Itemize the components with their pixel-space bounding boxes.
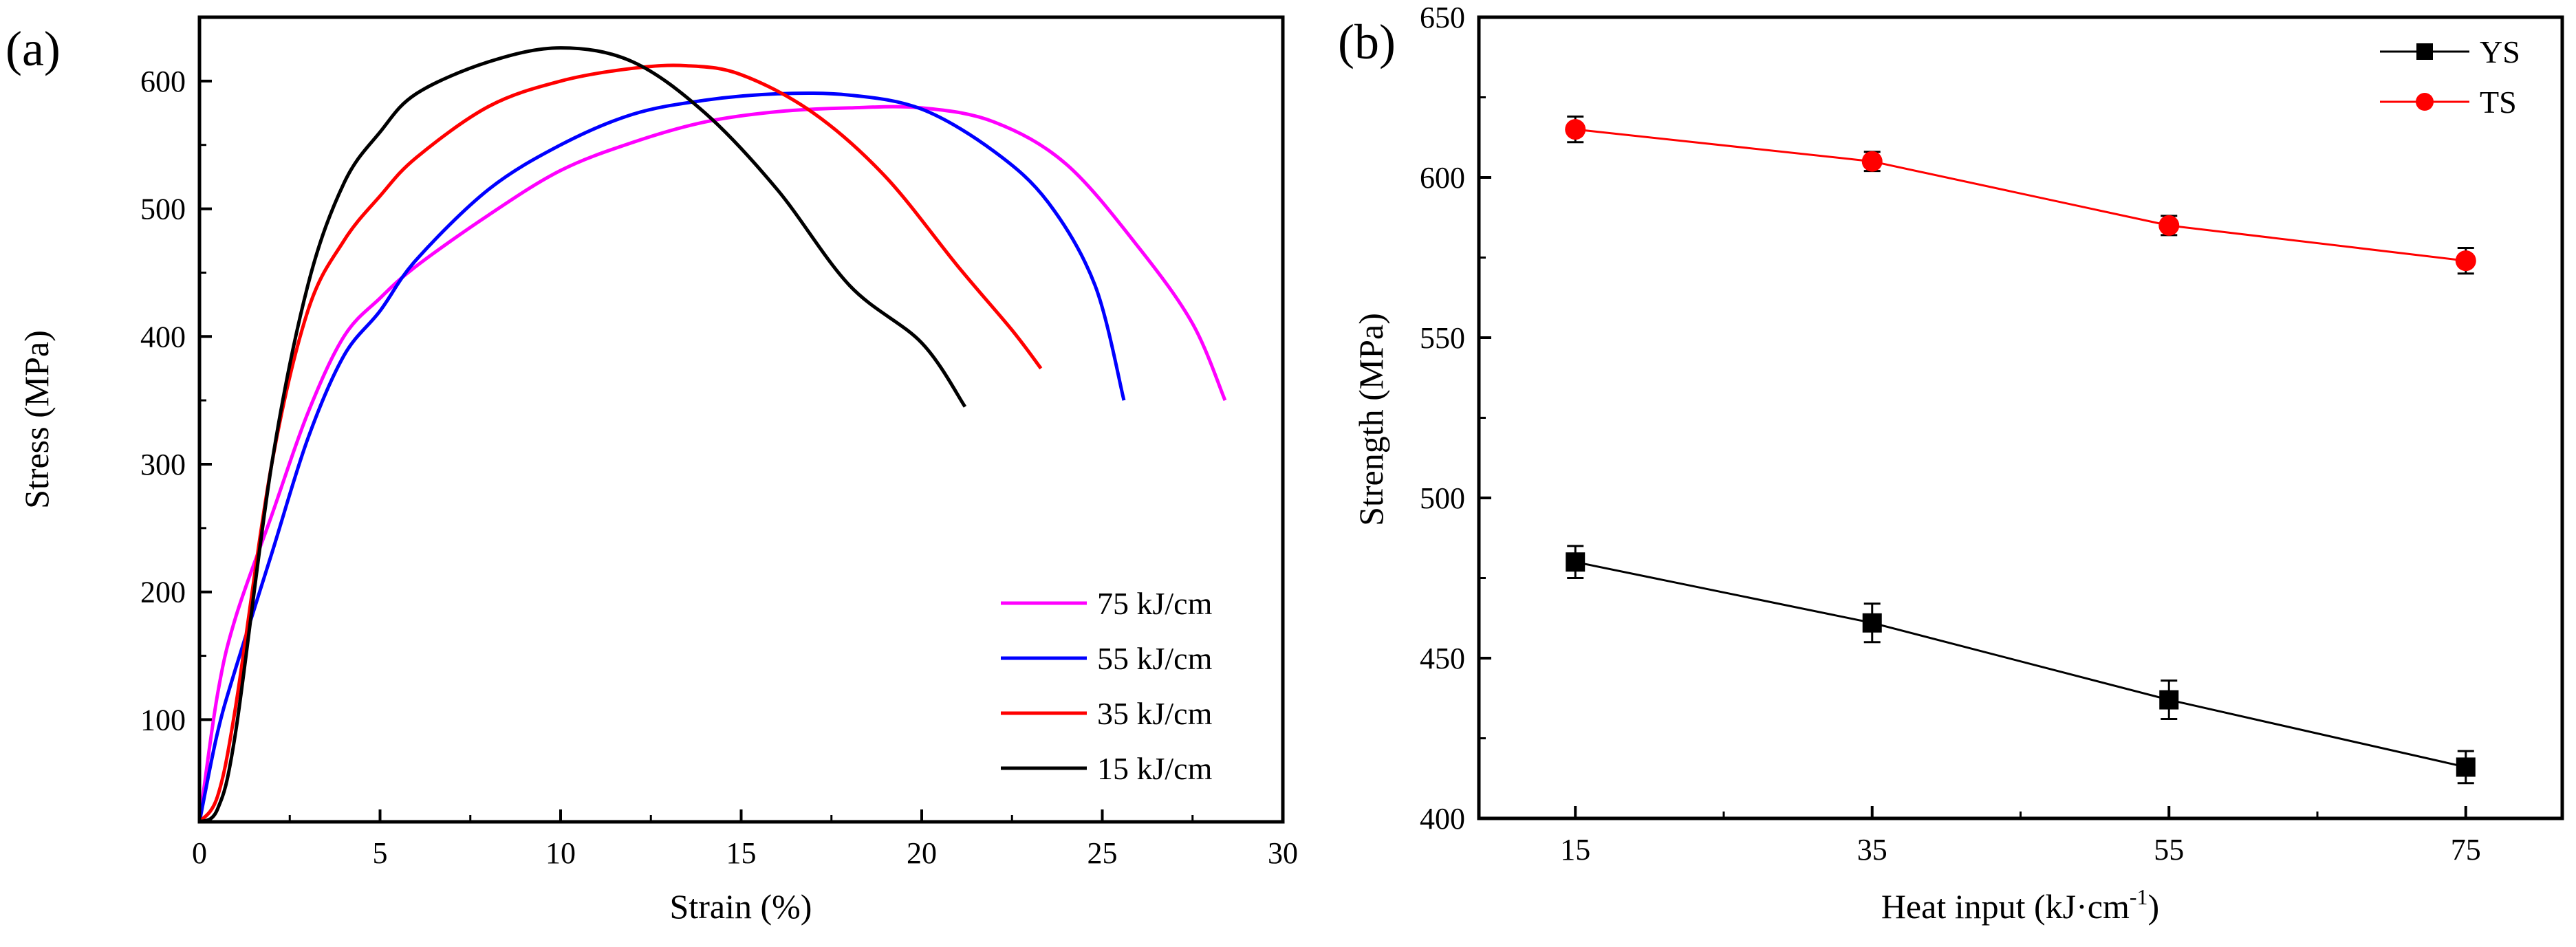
y-tick-label-b: 400: [1420, 802, 1465, 836]
y-tick-label-b: 450: [1420, 642, 1465, 675]
series-line-ts: [1575, 128, 2466, 262]
series-line-15-kj-cm: [198, 46, 967, 824]
y-tick-label-a: 400: [140, 320, 186, 353]
x-tick-label-a: 20: [907, 836, 937, 870]
y-tick-label-b: 550: [1420, 321, 1465, 355]
data-point-ts: [2455, 250, 2476, 272]
series-line-55-kj-cm: [197, 91, 1126, 823]
x-axis-title-b-exponent: -1: [2130, 884, 2148, 909]
x-axis-title-b: Heat input (kJ·cm-1): [1881, 884, 2159, 926]
x-axis-title-b-tail: ): [2148, 887, 2160, 926]
legend-label-ys: YS: [2480, 34, 2520, 69]
y-tick-label-a: 100: [140, 703, 186, 737]
legend-label-15-kj-cm: 15 kJ/cm: [1097, 751, 1213, 786]
legend-a: 75 kJ/cm 55 kJ/cm 35 kJ/cm 15 kJ/cm: [1001, 586, 1213, 786]
legend-label-ts: TS: [2480, 85, 2517, 120]
x-tick-label-b: 35: [1857, 833, 1887, 867]
x-tick-label-a: 0: [192, 836, 207, 870]
plot-b-frame: [1477, 15, 2564, 820]
y-tick-label-b: 600: [1420, 161, 1465, 195]
y-tick-label-a: 200: [140, 576, 186, 609]
series-line-35-kj-cm: [197, 63, 1043, 823]
legend-label-35-kj-cm: 35 kJ/cm: [1097, 696, 1213, 731]
panel-a: (a) 0 5 10 15 20 25 30 100 200 300 400 500 600 Stra…: [6, 15, 1298, 926]
panel-b-label: (b): [1338, 14, 1396, 69]
data-point-ts: [1565, 119, 1586, 140]
series-line-75-kj-cm: [197, 105, 1227, 823]
y-tick-label-a: 600: [140, 65, 186, 98]
y-tick-label-b: 500: [1420, 481, 1465, 515]
plot-a-frame: [197, 15, 1285, 824]
x-tick-label-a: 10: [545, 836, 576, 870]
y-tick-label-b: 650: [1420, 1, 1465, 34]
series-line-ys: [1574, 560, 2467, 768]
x-tick-label-a: 15: [726, 836, 757, 870]
data-point-ys: [2456, 757, 2476, 777]
legend-label-55-kj-cm: 55 kJ/cm: [1097, 641, 1213, 676]
data-point-ys: [1566, 552, 1585, 572]
panel-a-label: (a): [6, 21, 61, 76]
x-tick-label-b: 75: [2451, 833, 2481, 867]
data-point-ys: [1862, 613, 1882, 633]
y-tick-label-a: 500: [140, 193, 186, 226]
y-axis-title-b: Strength (MPa): [1352, 313, 1390, 526]
x-tick-label-a: 30: [1268, 836, 1298, 870]
x-tick-label-a: 25: [1087, 836, 1118, 870]
y-axis-title-a: Stress (MPa): [17, 330, 56, 509]
legend-b: YS TS: [2380, 34, 2520, 120]
panel-b: (b) 15 35 55 75 400 450 500 550 600 650 Heat inp…: [1338, 1, 2564, 926]
x-axis-title-a: Strain (%): [670, 887, 812, 926]
y-tick-label-a: 300: [140, 448, 186, 481]
x-tick-label-b: 55: [2154, 833, 2184, 867]
x-tick-label-a: 5: [373, 836, 388, 870]
x-axis-title-b-main: Heat input (kJ·cm: [1881, 887, 2130, 926]
legend-swatch-marker-ts: [2416, 93, 2434, 111]
data-point-ys: [2159, 690, 2179, 710]
legend-label-75-kj-cm: 75 kJ/cm: [1097, 586, 1213, 621]
data-point-ts: [2158, 215, 2180, 236]
data-point-ts: [1861, 151, 1883, 172]
legend-swatch-marker-ys: [2416, 43, 2433, 60]
x-tick-label-b: 15: [1560, 833, 1590, 867]
